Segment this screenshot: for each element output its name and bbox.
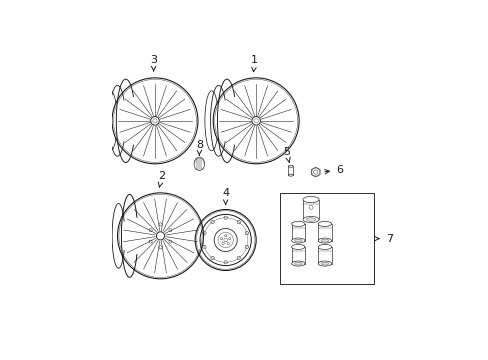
Text: 3: 3 xyxy=(150,55,157,71)
Ellipse shape xyxy=(321,239,328,242)
Ellipse shape xyxy=(321,262,328,265)
Ellipse shape xyxy=(318,238,331,243)
Ellipse shape xyxy=(291,244,305,249)
Ellipse shape xyxy=(294,239,302,242)
Ellipse shape xyxy=(194,157,204,170)
Ellipse shape xyxy=(288,174,293,176)
Text: 8: 8 xyxy=(195,140,203,155)
Bar xyxy=(291,247,305,264)
Ellipse shape xyxy=(303,216,319,222)
Ellipse shape xyxy=(318,261,331,266)
Text: 6: 6 xyxy=(324,165,342,175)
Text: 5: 5 xyxy=(283,147,290,162)
Bar xyxy=(288,166,293,175)
Bar xyxy=(303,199,319,220)
Ellipse shape xyxy=(291,261,305,266)
Ellipse shape xyxy=(288,165,293,167)
Bar xyxy=(291,224,305,240)
Ellipse shape xyxy=(291,238,305,243)
Text: 4: 4 xyxy=(222,188,229,204)
Text: 1: 1 xyxy=(251,55,258,72)
Ellipse shape xyxy=(303,197,319,203)
Polygon shape xyxy=(311,167,320,177)
Bar xyxy=(318,247,331,264)
Ellipse shape xyxy=(318,221,331,226)
Bar xyxy=(318,224,331,240)
Text: 2: 2 xyxy=(158,171,165,187)
Ellipse shape xyxy=(294,262,302,265)
Ellipse shape xyxy=(318,244,331,249)
Text: 7: 7 xyxy=(374,234,392,244)
Ellipse shape xyxy=(291,221,305,226)
Ellipse shape xyxy=(306,218,315,221)
Bar xyxy=(279,193,373,284)
